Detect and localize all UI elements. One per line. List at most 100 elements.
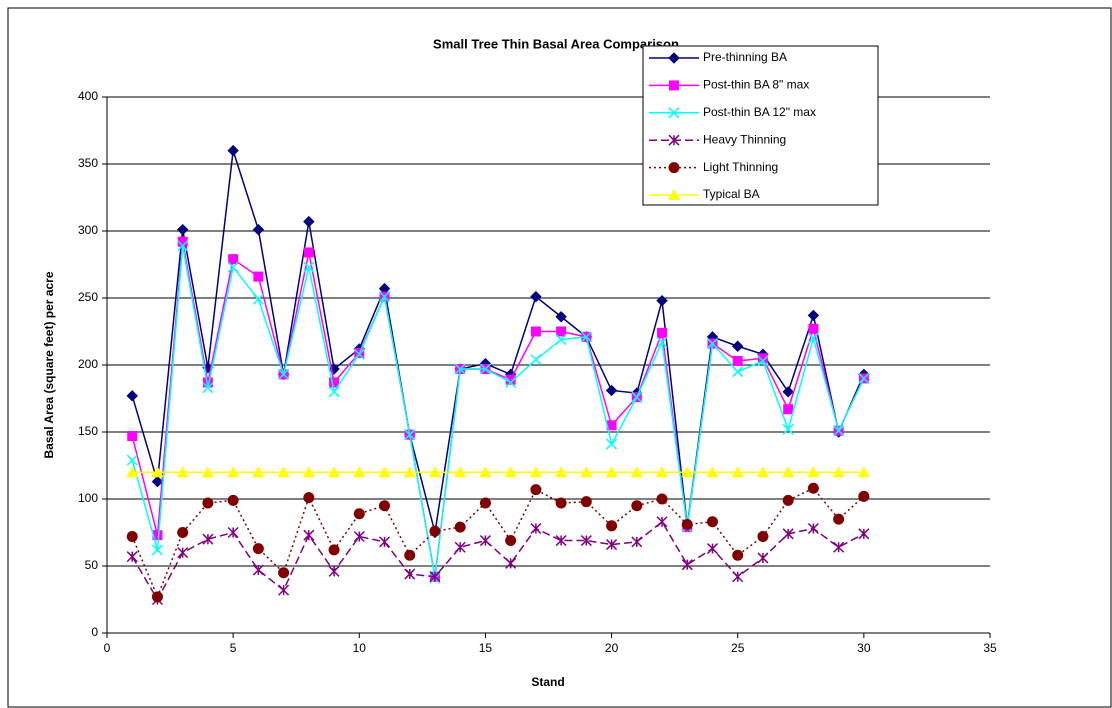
- legend-label: Pre-thinning BA: [703, 50, 787, 64]
- y-tick-label: 200: [78, 357, 98, 371]
- y-axis-label: Basal Area (square feet) per acre: [42, 271, 56, 458]
- marker: [303, 529, 315, 541]
- marker: [454, 363, 466, 375]
- marker: [227, 144, 239, 157]
- x-tick-label: 20: [605, 641, 619, 655]
- marker: [479, 535, 491, 547]
- marker: [177, 547, 189, 559]
- marker: [706, 338, 719, 350]
- marker: [303, 492, 315, 504]
- y-tick-label: 150: [78, 424, 98, 438]
- marker: [706, 543, 719, 555]
- marker: [202, 533, 214, 545]
- x-tick-label: 5: [230, 641, 237, 655]
- marker: [303, 247, 314, 258]
- marker: [783, 404, 794, 415]
- marker: [505, 376, 517, 388]
- marker: [277, 466, 290, 478]
- legend-marker: [668, 162, 680, 174]
- marker: [378, 466, 391, 478]
- marker: [681, 518, 693, 530]
- marker: [504, 466, 517, 478]
- marker: [556, 326, 567, 337]
- marker: [858, 528, 870, 540]
- marker: [353, 530, 365, 543]
- marker: [807, 522, 819, 535]
- marker: [656, 336, 668, 348]
- marker: [782, 528, 794, 540]
- marker: [303, 261, 315, 273]
- x-tick-label: 10: [353, 641, 367, 655]
- marker: [681, 466, 694, 478]
- marker: [732, 355, 743, 366]
- marker: [656, 466, 669, 478]
- marker: [404, 568, 416, 580]
- y-tick-label: 100: [78, 491, 98, 505]
- marker: [606, 438, 618, 450]
- marker: [252, 293, 264, 305]
- marker: [505, 535, 517, 547]
- marker: [782, 423, 794, 435]
- marker: [353, 466, 366, 478]
- marker: [681, 559, 693, 571]
- marker: [227, 526, 239, 539]
- marker: [378, 536, 391, 548]
- y-tick-label: 400: [78, 89, 98, 103]
- marker: [857, 466, 870, 478]
- marker: [328, 386, 340, 398]
- marker: [454, 521, 466, 533]
- marker: [228, 254, 239, 265]
- marker: [404, 429, 416, 441]
- marker: [732, 366, 744, 378]
- marker: [606, 520, 618, 532]
- marker: [278, 368, 290, 380]
- legend-label: Typical BA: [703, 187, 760, 201]
- marker: [479, 497, 491, 509]
- marker: [202, 497, 214, 509]
- marker: [807, 466, 820, 478]
- marker: [252, 223, 265, 236]
- y-tick-label: 250: [78, 290, 98, 304]
- legend-box: [642, 45, 879, 206]
- marker: [530, 484, 542, 496]
- marker: [353, 348, 365, 360]
- marker: [278, 567, 290, 579]
- marker: [429, 525, 441, 537]
- marker: [328, 544, 340, 556]
- marker: [353, 508, 365, 520]
- legend-marker: [669, 80, 679, 91]
- x-tick-label: 25: [731, 641, 745, 655]
- marker: [403, 466, 416, 478]
- legend-marker: [668, 189, 680, 200]
- marker: [126, 390, 138, 402]
- marker: [580, 466, 593, 478]
- marker: [606, 539, 618, 551]
- marker: [329, 377, 340, 388]
- marker: [530, 326, 541, 337]
- y-tick-label: 350: [78, 156, 98, 170]
- marker: [605, 384, 618, 397]
- marker: [151, 475, 164, 488]
- marker: [757, 531, 769, 543]
- marker: [505, 557, 517, 569]
- marker: [252, 466, 265, 478]
- marker: [227, 494, 239, 506]
- series-line: [131, 520, 865, 602]
- marker: [555, 466, 568, 478]
- marker: [706, 516, 718, 528]
- legend-label: Heavy Thinning: [703, 132, 786, 146]
- marker: [328, 466, 341, 478]
- marker: [757, 353, 768, 364]
- marker: [731, 466, 744, 478]
- marker: [732, 571, 744, 583]
- legend-label: Post-thin BA 8" max: [703, 78, 809, 92]
- marker: [252, 543, 264, 555]
- marker: [127, 431, 138, 442]
- legend-marker: [668, 134, 680, 146]
- marker: [177, 236, 188, 247]
- marker: [782, 494, 794, 506]
- marker: [530, 354, 542, 366]
- marker: [303, 215, 315, 228]
- x-tick-label: 0: [104, 641, 111, 655]
